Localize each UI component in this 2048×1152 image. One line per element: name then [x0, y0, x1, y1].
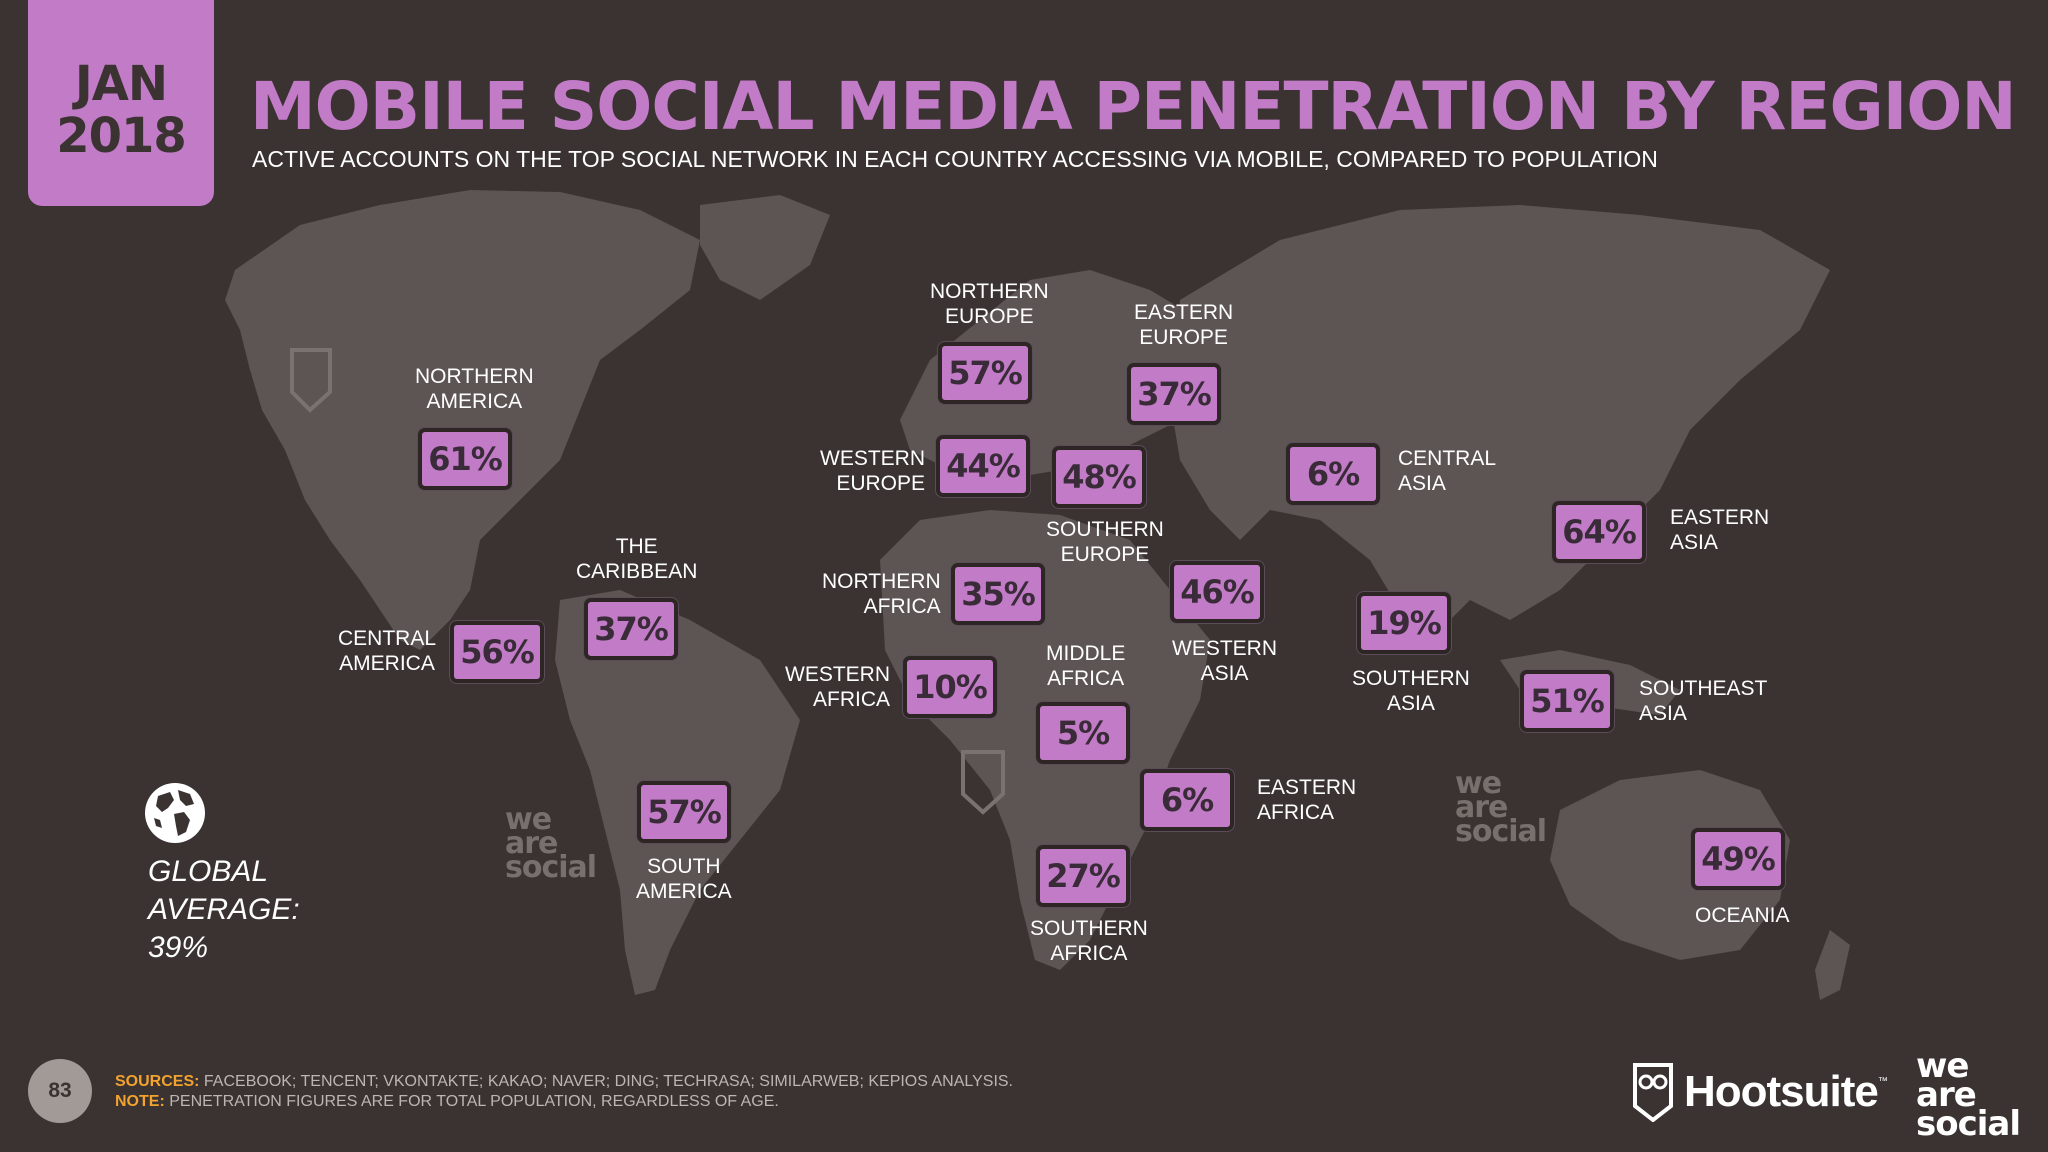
trademark-symbol: ™: [1877, 1076, 1888, 1087]
date-year: 2018: [56, 108, 187, 164]
region-value-southern-africa: 27%: [1036, 845, 1130, 907]
global-average: GLOBAL AVERAGE: 39%: [148, 855, 300, 964]
region-label-western-asia: WESTERN ASIA: [1172, 637, 1277, 685]
region-value-south-america: 57%: [637, 781, 731, 843]
region-label-western-europe: WESTERN EUROPE: [820, 447, 925, 495]
region-label-oceania: OCEANIA: [1695, 904, 1790, 927]
region-value-southeast-asia: 51%: [1520, 670, 1614, 732]
note-label: NOTE:: [115, 1093, 165, 1110]
region-label-southern-asia: SOUTHERN ASIA: [1352, 667, 1470, 715]
owl-watermark-icon: [961, 750, 1005, 815]
region-label-eastern-asia: EASTERN ASIA: [1670, 506, 1770, 554]
region-value-oceania: 49%: [1691, 828, 1785, 890]
region-value-northern-africa: 35%: [951, 563, 1045, 625]
region-value-western-africa: 10%: [903, 656, 997, 718]
region-label-middle-africa: MIDDLE AFRICA: [1046, 642, 1126, 690]
hootsuite-owl-icon: [1633, 1063, 1673, 1122]
page-subtitle: ACTIVE ACCOUNTS ON THE TOP SOCIAL NETWOR…: [252, 146, 1658, 172]
page-number: 83: [28, 1059, 92, 1123]
region-value-eastern-europe: 37%: [1127, 363, 1221, 425]
owl-watermark-icon: [290, 348, 332, 413]
page-title: MOBILE SOCIAL MEDIA PENETRATION BY REGIO…: [250, 68, 2017, 145]
region-value-northern-america: 61%: [418, 428, 512, 490]
region-value-the-caribbean: 37%: [584, 598, 678, 660]
region-label-central-america: CENTRAL AMERICA: [338, 627, 437, 675]
we-are-social-logo: we are social: [1916, 1046, 2021, 1144]
region-value-central-america: 56%: [450, 621, 544, 683]
region-label-northern-america: NORTHERN AMERICA: [415, 365, 534, 413]
region-label-northern-africa: NORTHERN AFRICA: [822, 570, 941, 618]
watermark-we-are-social: we are social: [1455, 766, 1547, 849]
region-value-western-asia: 46%: [1170, 561, 1264, 623]
region-label-southern-africa: SOUTHERN AFRICA: [1030, 917, 1148, 965]
globe-icon: [145, 783, 205, 843]
hootsuite-logo: Hootsuite ™: [1632, 1062, 1888, 1122]
hootsuite-wordmark: Hootsuite: [1684, 1067, 1879, 1116]
sources-text: FACEBOOK; TENCENT; VKONTAKTE; KAKAO; NAV…: [203, 1073, 1013, 1090]
region-value-southern-europe: 48%: [1052, 446, 1146, 508]
region-label-southeast-asia: SOUTHEAST ASIA: [1639, 677, 1768, 725]
region-value-eastern-asia: 64%: [1552, 501, 1646, 563]
region-value-southern-asia: 19%: [1357, 592, 1451, 654]
date-badge: JAN 2018: [28, 0, 214, 206]
region-label-the-caribbean: THE CARIBBEAN: [576, 535, 698, 583]
region-value-central-asia: 6%: [1286, 443, 1380, 505]
date-month: JAN: [74, 56, 168, 112]
region-label-western-africa: WESTERN AFRICA: [785, 663, 890, 711]
region-value-middle-africa: 5%: [1036, 702, 1130, 764]
region-value-eastern-africa: 6%: [1140, 769, 1234, 831]
region-label-eastern-africa: EASTERN AFRICA: [1257, 776, 1357, 824]
region-value-western-europe: 44%: [936, 435, 1030, 497]
sources-label: SOURCES:: [115, 1073, 200, 1090]
region-label-northern-europe: NORTHERN EUROPE: [930, 280, 1049, 328]
region-label-central-asia: CENTRAL ASIA: [1398, 447, 1497, 495]
region-value-northern-europe: 57%: [938, 342, 1032, 404]
region-label-eastern-europe: EASTERN EUROPE: [1134, 301, 1234, 349]
footnotes: SOURCES: FACEBOOK; TENCENT; VKONTAKTE; K…: [115, 1072, 1013, 1112]
region-label-south-america: SOUTH AMERICA: [636, 855, 732, 903]
note-text: PENETRATION FIGURES ARE FOR TOTAL POPULA…: [169, 1093, 779, 1110]
watermark-we-are-social: we are social: [505, 802, 597, 885]
region-label-southern-europe: SOUTHERN EUROPE: [1046, 518, 1164, 566]
